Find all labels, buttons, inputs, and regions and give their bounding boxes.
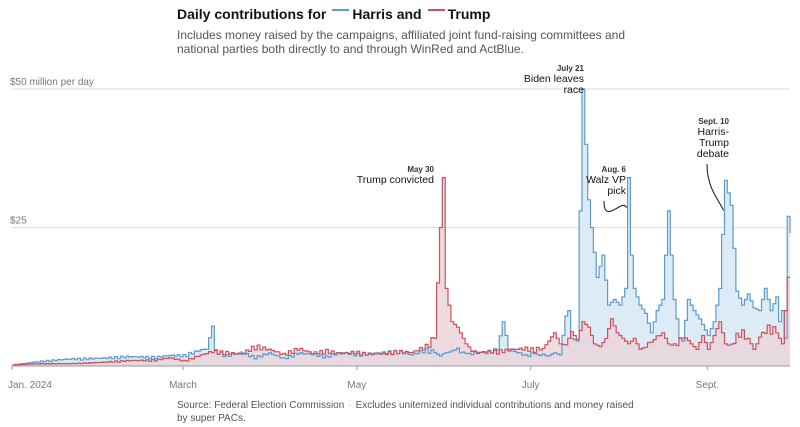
annotation-date: Sept. 10 [698,117,729,126]
annotation-label: Trump [699,137,729,149]
gridlines: $25 $50 million per day [10,77,790,228]
annotation-date: May 30 [407,165,434,174]
source-note: Source: Federal Election Commission [177,400,345,411]
exclusion-note: Excludes unitemized individual contribut… [177,400,634,424]
legend-trump-label: Trump [447,6,491,22]
contributions-chart: $25 $50 million per day Jan. 2024 March May… [8,64,791,391]
harris-area [12,89,790,366]
x-tick-label: May [347,380,366,391]
title-prefix: Daily contributions for [177,6,327,22]
trump-line [12,177,790,366]
y-tick-label: $25 [10,216,27,227]
annotation-label: race [564,84,585,96]
x-tick-label: July [522,380,540,391]
annotation-date: Aug. 6 [602,165,627,174]
legend-harris-label: Harris and [352,6,422,22]
harris-legend-swatch [332,9,350,11]
annotation-label: Walz VP [586,174,626,186]
footnote-separator: · [348,400,352,411]
x-axis: Jan. 2024 March May July Sept. [8,366,719,391]
trump-area [12,177,790,366]
annotation-label: Harris- [698,126,730,138]
annotation-label: debate [697,148,729,160]
trump-legend-swatch [427,9,445,11]
annotation-leader [706,163,724,211]
annotation-leader [603,200,628,213]
chart-title: Daily contributions for Harris and Trump [177,6,490,22]
x-tick-label: Sept. [696,380,719,391]
x-tick-label: Jan. 2024 [8,380,52,391]
annotation-label: pick [607,185,626,197]
chart-subtitle: Includes money raised by the campaigns, … [177,28,626,56]
x-tick-label: March [169,380,197,391]
annotation-label: Biden leaves [524,73,584,85]
annotation-label: Trump convicted [357,174,434,186]
series-areas [12,88,791,367]
y-tick-label: $50 million per day [10,77,94,88]
annotation-date: July 21 [557,64,585,73]
chart-footnote: Source: Federal Election Commission · Excl… [177,399,637,425]
